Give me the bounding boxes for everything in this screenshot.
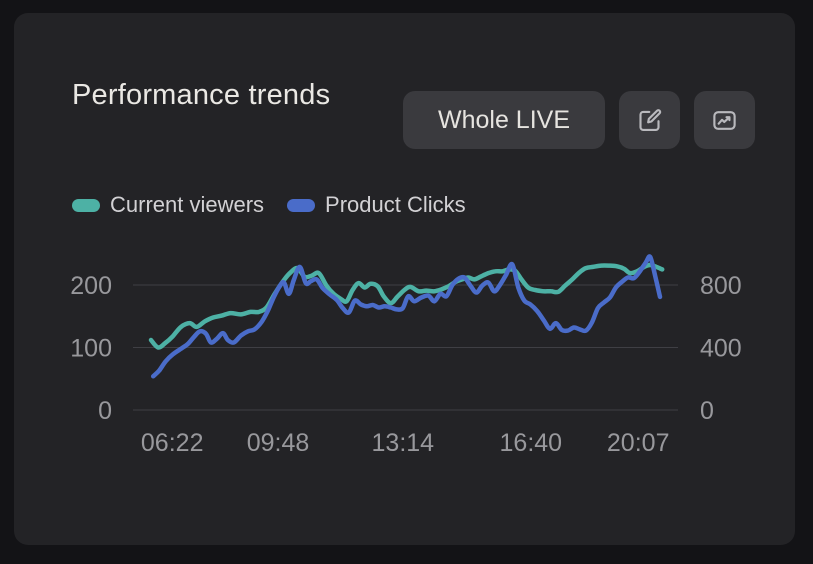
svg-text:06:22: 06:22 bbox=[141, 429, 204, 457]
svg-text:0: 0 bbox=[98, 397, 112, 425]
edit-icon bbox=[639, 108, 662, 131]
svg-text:800: 800 bbox=[700, 272, 742, 300]
svg-text:400: 400 bbox=[700, 335, 742, 363]
scope-filter-button[interactable]: Whole LIVE bbox=[403, 91, 605, 149]
svg-text:100: 100 bbox=[70, 335, 112, 363]
legend-item-current-viewers[interactable]: Current viewers bbox=[72, 192, 264, 218]
left-axis-labels: 0 100 200 bbox=[70, 272, 112, 425]
svg-text:13:14: 13:14 bbox=[372, 429, 435, 457]
legend-label-product-clicks: Product Clicks bbox=[325, 192, 466, 217]
card-actions: Whole LIVE bbox=[403, 91, 755, 149]
performance-trends-chart[interactable]: 0 100 200 0 400 800 06:22 09:48 13:14 16:40 20:07 bbox=[14, 240, 795, 464]
legend-swatch-current-viewers bbox=[72, 198, 100, 212]
svg-text:200: 200 bbox=[70, 272, 112, 300]
series-line-product-clicks bbox=[150, 254, 663, 379]
svg-text:0: 0 bbox=[700, 397, 714, 425]
legend-item-product-clicks[interactable]: Product Clicks bbox=[287, 192, 466, 218]
card-header: Performance trends Whole LIVE bbox=[14, 71, 795, 149]
svg-text:16:40: 16:40 bbox=[500, 429, 563, 457]
grid-lines bbox=[133, 284, 678, 411]
trend-chart-button[interactable] bbox=[694, 91, 755, 149]
svg-text:09:48: 09:48 bbox=[247, 429, 310, 457]
legend-swatch-product-clicks bbox=[287, 198, 316, 212]
legend-label-current-viewers: Current viewers bbox=[110, 192, 265, 217]
edit-button[interactable] bbox=[619, 91, 680, 149]
chart-legend: Current viewers Product Clicks bbox=[14, 192, 795, 218]
card-title: Performance trends bbox=[72, 79, 331, 111]
svg-text:20:07: 20:07 bbox=[607, 429, 670, 457]
x-axis-labels: 06:22 09:48 13:14 16:40 20:07 bbox=[141, 429, 670, 457]
series-line-current-viewers bbox=[148, 262, 665, 350]
right-axis-labels: 0 400 800 bbox=[700, 272, 742, 425]
performance-trends-card: Performance trends Whole LIVE Current vi bbox=[14, 13, 795, 545]
trend-chart-icon bbox=[713, 110, 736, 130]
series-lines bbox=[148, 254, 665, 379]
